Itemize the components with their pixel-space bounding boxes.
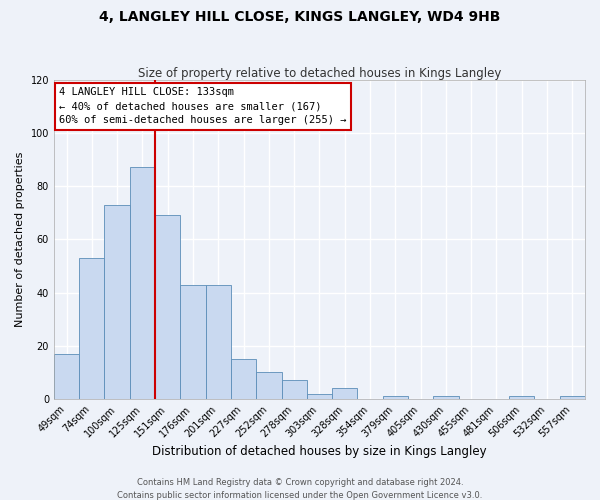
- Title: Size of property relative to detached houses in Kings Langley: Size of property relative to detached ho…: [138, 66, 501, 80]
- Y-axis label: Number of detached properties: Number of detached properties: [15, 152, 25, 327]
- Bar: [231, 359, 256, 399]
- Bar: [206, 284, 231, 399]
- Bar: [54, 354, 79, 399]
- Text: 4, LANGLEY HILL CLOSE, KINGS LANGLEY, WD4 9HB: 4, LANGLEY HILL CLOSE, KINGS LANGLEY, WD…: [100, 10, 500, 24]
- Text: 4 LANGLEY HILL CLOSE: 133sqm
← 40% of detached houses are smaller (167)
60% of s: 4 LANGLEY HILL CLOSE: 133sqm ← 40% of de…: [59, 88, 347, 126]
- Bar: [256, 372, 281, 399]
- Bar: [181, 284, 206, 399]
- Bar: [104, 204, 130, 399]
- Bar: [130, 168, 155, 399]
- X-axis label: Distribution of detached houses by size in Kings Langley: Distribution of detached houses by size …: [152, 444, 487, 458]
- Bar: [383, 396, 408, 399]
- Bar: [560, 396, 585, 399]
- Bar: [155, 216, 181, 399]
- Bar: [509, 396, 535, 399]
- Bar: [433, 396, 458, 399]
- Bar: [307, 394, 332, 399]
- Bar: [332, 388, 358, 399]
- Bar: [79, 258, 104, 399]
- Text: Contains HM Land Registry data © Crown copyright and database right 2024.
Contai: Contains HM Land Registry data © Crown c…: [118, 478, 482, 500]
- Bar: [281, 380, 307, 399]
